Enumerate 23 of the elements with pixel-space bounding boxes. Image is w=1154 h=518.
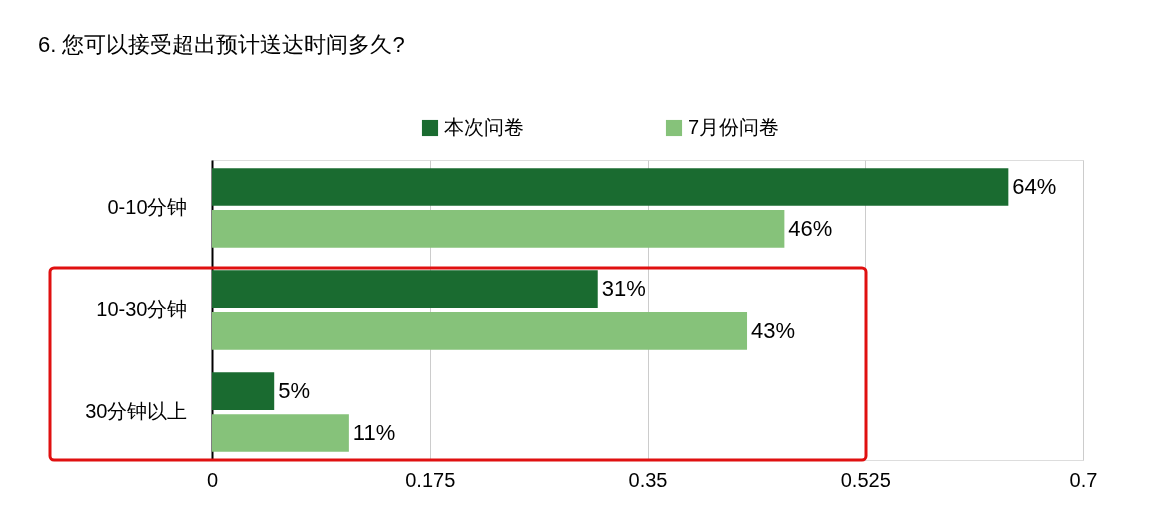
bar [212, 210, 785, 248]
x-tick-label: 0.7 [1069, 468, 1098, 491]
data-label: 46% [788, 215, 833, 241]
y-tick-label: 30分钟以上 [85, 400, 188, 423]
data-label: 31% [601, 276, 646, 302]
legend-label: 7月份问卷 [688, 116, 780, 138]
bar [212, 414, 349, 452]
bar [212, 312, 748, 350]
data-label: 64% [1012, 174, 1057, 200]
y-tick-label: 0-10分钟 [107, 195, 188, 218]
chart-title: 6. 您可以接受超出预计送达时间多久? [38, 32, 405, 57]
data-label: 11% [352, 419, 396, 445]
legend-label: 本次问卷 [444, 116, 524, 138]
bar [212, 270, 598, 308]
data-label: 5% [278, 378, 311, 404]
bar [212, 372, 275, 410]
x-tick-label: 0.525 [840, 468, 891, 491]
y-tick-label: 10-30分钟 [96, 298, 188, 320]
bar [212, 168, 1009, 206]
data-label: 43% [751, 317, 796, 343]
x-tick-label: 0.35 [628, 468, 668, 491]
x-tick-label: 0.175 [405, 468, 456, 491]
x-tick-label: 0 [206, 468, 219, 491]
